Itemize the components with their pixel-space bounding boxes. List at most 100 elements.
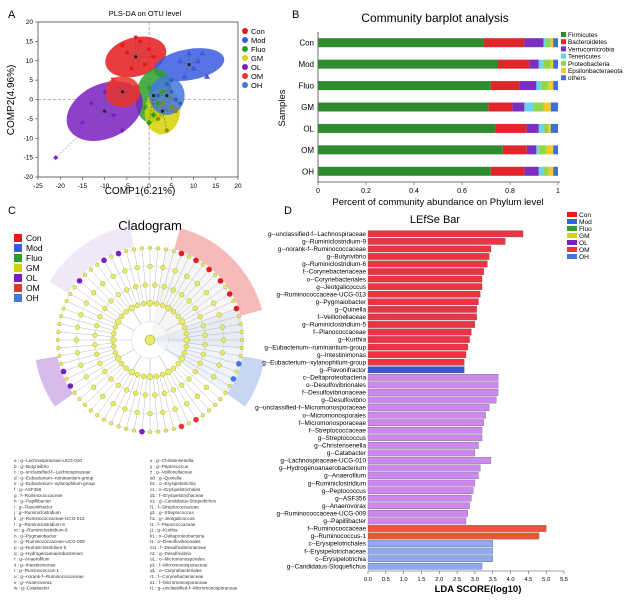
cladogram-node-inner [178,318,186,325]
cladogram-branch [79,280,122,317]
cladogram-node [181,349,188,356]
plsda-centroid-ol [103,109,107,113]
cladogram-node [192,369,198,375]
cladogram-node [175,361,181,367]
cladogram-node [119,361,125,367]
cladogram-branch [59,323,114,334]
barplot-segment-mod-firmicutes [318,59,498,69]
barplot-segment-om-epsilonbacteraeota [546,145,554,155]
plsda-xtick-label: 0 [147,183,151,190]
lefse-bar-g-pygmaiobacter [367,298,479,306]
cladogram-node [95,262,100,267]
plsda-point-oh [173,97,178,102]
cladogram-node [147,430,152,435]
barplot-xtick-label: 0 [316,188,320,195]
lefse-bar-label-g-ruminiclostridium-5: g--Ruminiclostridium-5 [302,322,366,329]
barplot-segment-fluo-tenericutes [536,81,542,91]
cladogram-legend-label-con: Con [26,233,42,243]
plsda-spoke-con [135,41,141,57]
plsda-point-con [138,39,143,44]
cladogram-key-left: p : g--Ruminiclostridium-5 [14,545,67,550]
cladogram-root [144,334,156,346]
plsda-point-om [115,81,121,87]
cladogram-biomarker [101,257,107,264]
cladogram-legend-swatch-oh [14,294,22,302]
cladogram-node [123,365,129,371]
cladogram-branch [103,260,132,309]
plsda-point-gm [164,128,169,133]
lefse-bar-f-desulfovibrionaceae [367,389,499,396]
cladogram-tree [35,225,265,435]
lefse-bar-f-veillonellaceae [367,313,477,321]
lefse-legend-label-om: OM [579,247,590,254]
plsda-legend-label-gm: GM [251,54,263,63]
lefse-bar-g-asf356 [367,494,472,502]
plsda-point-om [128,93,135,99]
barplot-segment-oh-tenericutes [538,166,544,176]
cladogram-node [142,392,148,398]
plsda-point-fluo [155,100,161,107]
plsda-ytick-label: -10 [24,135,34,142]
cladogram-branch [184,308,237,328]
cladogram-node [239,338,244,343]
cladogram-node [72,285,77,290]
cladogram-branch [141,248,148,304]
cladogram-node-inner [146,373,154,380]
cladogram-branch [186,342,242,349]
cladogram-branch [156,376,167,431]
lefse-bar-label-g-asf356: g--ASF356 [335,495,366,502]
barplot-segment-ol-others [550,123,558,133]
cladogram-node [74,350,81,356]
plsda-point-ol [88,100,94,106]
barplot-segment-con-tenericutes [543,38,546,48]
cladogram-node [64,376,69,381]
lefse-bar-label-g-flavonifractor: g--Flavonifractor [319,367,366,374]
cladogram-node [74,324,81,330]
lefse-bar-label-g-streptococcus: g--Streptococcus [318,435,366,442]
lefse-bar-g-ruminococcus-1 [367,532,540,540]
cladogram-biomarker [193,416,199,423]
plsda-legend-marker-oh [242,82,248,88]
lefse-legend-swatch-con [567,212,577,217]
panel-a-plsda: A PLS-DA on OTU level -25 -20 -15 -10 -5 0 5 10… [6,9,266,197]
cladogram-branch [70,358,119,387]
lefse-bar-label-g-butyrivibrio: g--Butyrivibrio [327,254,367,261]
plsda-spoke-fluo [148,95,154,123]
cladogram-branch [79,363,122,400]
plsda-spoke-con [122,45,136,58]
cladogram-node [218,397,223,402]
plsda-point-mod [190,65,197,71]
cladogram-node [83,300,89,306]
plsda-xtick-label: 5 [170,183,174,190]
cladogram-branch [97,264,130,310]
lefse-bar-f-erysipelotrichaceae [367,547,493,555]
cladogram-key-right: m1 : f--Desulfovibrionaceae [150,545,207,550]
plsda-centroid-oh [165,94,169,98]
lefse-bar-g-ruminococcaceae-ucg-013 [367,290,481,298]
barplot-xtick-label: 1 [556,188,560,195]
plsda-legend-marker-gm [242,55,248,61]
cladogram-node [59,361,64,366]
cladogram-node [56,338,61,343]
cladogram-node [78,312,84,318]
barplot-segment-ol-verrucomicrobia [526,123,539,133]
lefse-bar-label-c-erysipelotrichia: c--Erysipelotrichia [315,556,366,563]
cladogram-key-left: a : g--Lachnospiraceae-UCG-010 [14,458,82,463]
cladogram-branch [186,346,241,357]
cladogram-node [72,390,77,395]
lefse-bar-label-g-eubacterium-ruminantium-group: g--Eubacterium--ruminantium-group [264,344,366,351]
cladogram-branch [90,368,127,411]
plsda-point-mod [177,57,184,64]
barplot-title: Community barplot analysis [361,11,508,25]
cladogram-node [73,337,80,343]
cladogram-node [147,263,153,270]
cladogram-branch [110,256,135,307]
cladogram-legend-label-mod: Mod [26,243,43,253]
cladogram-node [159,371,166,378]
cladogram-node [200,262,205,267]
lefse-bar-g-jeotgalicoccus [367,283,483,290]
barplot-category-mod: Mod [298,60,314,69]
plsda-xtick-label: -15 [78,183,88,190]
barplot-segment-con-bacteroidetes [483,38,525,48]
